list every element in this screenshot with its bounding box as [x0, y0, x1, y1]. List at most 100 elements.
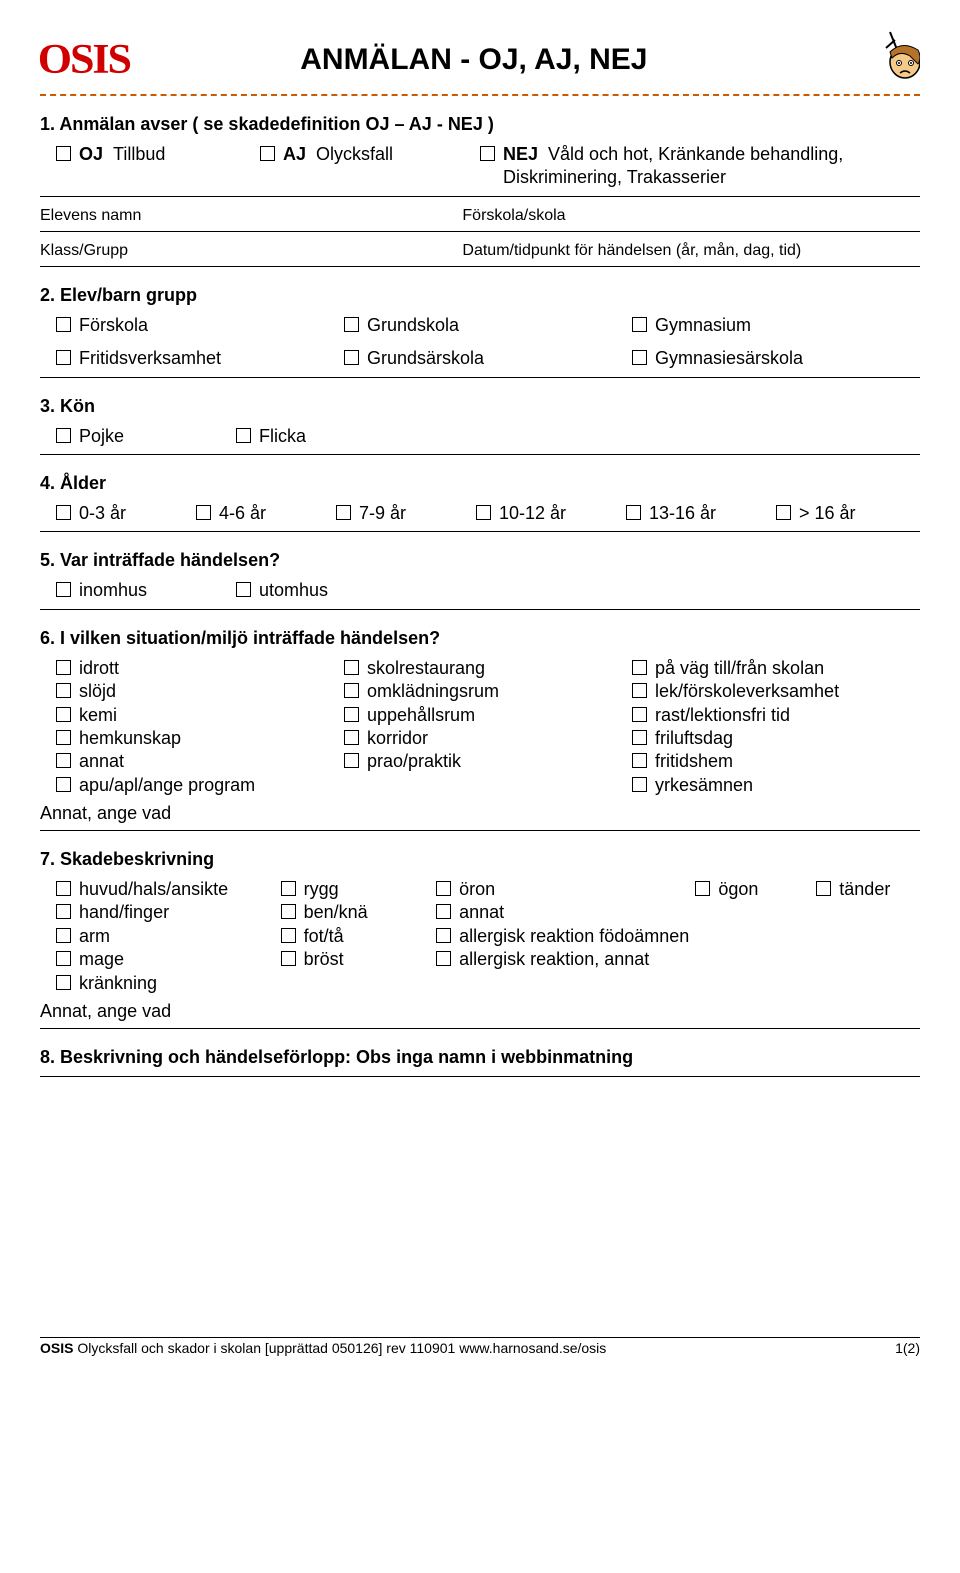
divider	[40, 1076, 920, 1077]
checkbox-brost[interactable]: bröst	[281, 948, 437, 971]
checkbox-idrott[interactable]: idrott	[56, 657, 344, 680]
checkbox-arm[interactable]: arm	[56, 925, 281, 948]
checkbox-16plus[interactable]: > 16 år	[776, 502, 856, 525]
cb-label: prao/praktik	[367, 750, 461, 773]
checkbox-rast[interactable]: rast/lektionsfri tid	[632, 704, 920, 727]
cb-label: ögon	[718, 878, 758, 901]
checkbox-apu[interactable]: apu/apl/ange program	[56, 774, 344, 797]
checkbox-skolrestaurang[interactable]: skolrestaurang	[344, 657, 632, 680]
checkbox-krankning[interactable]: kränkning	[56, 972, 281, 995]
cb-label: på väg till/från skolan	[655, 657, 824, 680]
checkbox-lek[interactable]: lek/förskoleverksamhet	[632, 680, 920, 703]
checkbox-prao[interactable]: prao/praktik	[344, 750, 632, 773]
checkbox-hand[interactable]: hand/finger	[56, 901, 281, 924]
cb-label: hemkunskap	[79, 727, 181, 750]
checkbox-inomhus[interactable]: inomhus	[56, 579, 236, 602]
cb-label: slöjd	[79, 680, 116, 703]
checkbox-gymnasium[interactable]: Gymnasium	[632, 314, 920, 337]
checkbox-pavag[interactable]: på väg till/från skolan	[632, 657, 920, 680]
checkbox-kemi[interactable]: kemi	[56, 704, 344, 727]
checkbox-allerg-fodo[interactable]: allergisk reaktion födoämnen	[436, 925, 695, 948]
face-icon	[850, 30, 920, 90]
cb-label: ben/knä	[304, 901, 368, 924]
divider	[40, 266, 920, 267]
checkbox-ogon[interactable]: ögon	[695, 878, 816, 901]
cb-label: Flicka	[259, 425, 306, 448]
checkbox-annat-7[interactable]: annat	[436, 901, 695, 924]
divider	[40, 454, 920, 455]
checkbox-annat-6[interactable]: annat	[56, 750, 344, 773]
checkbox-forskola[interactable]: Förskola	[56, 314, 344, 337]
divider	[40, 531, 920, 532]
header-divider	[40, 94, 920, 96]
cb-label: 13-16 år	[649, 502, 716, 525]
checkbox-aj[interactable]: AJ Olycksfall	[260, 143, 480, 166]
cb-label: fritidshem	[655, 750, 733, 773]
footer-page: 1(2)	[895, 1340, 920, 1356]
cb-label: kemi	[79, 704, 117, 727]
s6-annat: Annat, ange vad	[40, 803, 920, 824]
checkbox-7-9[interactable]: 7-9 år	[336, 502, 476, 525]
footer: OSIS Olycksfall och skador i skolan [upp…	[40, 1337, 920, 1356]
checkbox-0-3[interactable]: 0-3 år	[56, 502, 196, 525]
checkbox-pojke[interactable]: Pojke	[56, 425, 236, 448]
cb-label: Grundsärskola	[367, 347, 484, 370]
checkbox-slojd[interactable]: slöjd	[56, 680, 344, 703]
checkbox-utomhus[interactable]: utomhus	[236, 579, 328, 602]
divider	[40, 609, 920, 610]
checkbox-flicka[interactable]: Flicka	[236, 425, 306, 448]
checkbox-fotta[interactable]: fot/tå	[281, 925, 437, 948]
checkbox-rygg[interactable]: rygg	[281, 878, 437, 901]
checkbox-fritidshem[interactable]: fritidshem	[632, 750, 920, 773]
cb-label: friluftsdag	[655, 727, 733, 750]
checkbox-13-16[interactable]: 13-16 år	[626, 502, 776, 525]
field-forskola: Förskola/skola	[462, 207, 920, 225]
checkbox-tander[interactable]: tänder	[816, 878, 920, 901]
s2-heading: 2. Elev/barn grupp	[40, 285, 920, 306]
checkbox-grundskola[interactable]: Grundskola	[344, 314, 632, 337]
cb-label: korridor	[367, 727, 428, 750]
checkbox-korridor[interactable]: korridor	[344, 727, 632, 750]
cb-label: rast/lektionsfri tid	[655, 704, 790, 727]
cb-label: allergisk reaktion födoämnen	[459, 925, 689, 948]
checkbox-omkladning[interactable]: omklädningsrum	[344, 680, 632, 703]
checkbox-4-6[interactable]: 4-6 år	[196, 502, 336, 525]
checkbox-10-12[interactable]: 10-12 år	[476, 502, 626, 525]
cb-label: > 16 år	[799, 502, 856, 525]
cb-label: kränkning	[79, 972, 157, 995]
checkbox-huvud[interactable]: huvud/hals/ansikte	[56, 878, 281, 901]
checkbox-grundsar[interactable]: Grundsärskola	[344, 347, 632, 370]
logo: OSIS	[38, 36, 130, 84]
divider	[40, 830, 920, 831]
checkbox-nej[interactable]: NEJ Våld och hot, Kränkande behandling, …	[480, 143, 920, 190]
checkbox-allerg-annat[interactable]: allergisk reaktion, annat	[436, 948, 695, 971]
cb-label: Pojke	[79, 425, 124, 448]
cb-label: Gymnasium	[655, 314, 751, 337]
checkbox-oron[interactable]: öron	[436, 878, 695, 901]
checkbox-fritids[interactable]: Fritidsverksamhet	[56, 347, 344, 370]
cb-label: uppehållsrum	[367, 704, 475, 727]
cb-label: rygg	[304, 878, 339, 901]
cb-label: fot/tå	[304, 925, 344, 948]
checkbox-frilufts[interactable]: friluftsdag	[632, 727, 920, 750]
divider	[40, 377, 920, 378]
checkbox-oj[interactable]: OJ Tillbud	[40, 143, 260, 166]
cb-label: öron	[459, 878, 495, 901]
checkbox-yrkes[interactable]: yrkesämnen	[632, 774, 920, 797]
cb-label: 4-6 år	[219, 502, 266, 525]
cb-label: lek/förskoleverksamhet	[655, 680, 839, 703]
checkbox-hemkunskap[interactable]: hemkunskap	[56, 727, 344, 750]
cb-label: annat	[79, 750, 124, 773]
cb-label: omklädningsrum	[367, 680, 499, 703]
checkbox-benkna[interactable]: ben/knä	[281, 901, 437, 924]
checkbox-mage[interactable]: mage	[56, 948, 281, 971]
cb-label: arm	[79, 925, 110, 948]
aj-bold: AJ	[283, 144, 306, 164]
cb-label: utomhus	[259, 579, 328, 602]
checkbox-gymnasiesar[interactable]: Gymnasiesärskola	[632, 347, 920, 370]
cb-label: huvud/hals/ansikte	[79, 878, 228, 901]
cb-label: Förskola	[79, 314, 148, 337]
checkbox-uppehall[interactable]: uppehållsrum	[344, 704, 632, 727]
field-elevens-namn: Elevens namn	[40, 207, 462, 225]
footer-osis: OSIS	[40, 1340, 73, 1356]
